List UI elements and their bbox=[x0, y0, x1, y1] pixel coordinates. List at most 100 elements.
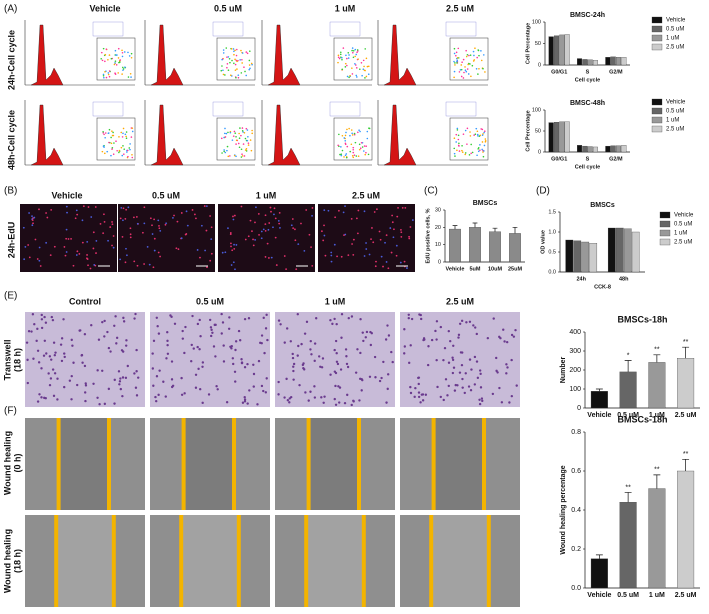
cell-dot bbox=[82, 205, 85, 208]
cell-dot bbox=[115, 336, 119, 340]
cell-dot bbox=[133, 372, 136, 375]
cell-dot bbox=[411, 219, 414, 221]
cell-dot bbox=[125, 247, 127, 250]
cell-dot bbox=[387, 334, 391, 337]
wound-gap bbox=[56, 515, 114, 607]
x-tick-label: G0/G1 bbox=[551, 156, 567, 162]
cell-dot bbox=[252, 372, 256, 376]
scatter-dot bbox=[229, 74, 232, 77]
cell-dot bbox=[152, 339, 156, 343]
scatter-dot bbox=[108, 70, 111, 72]
cell-dot bbox=[216, 388, 219, 391]
cell-dot bbox=[234, 348, 237, 352]
scatter-dot bbox=[223, 132, 226, 135]
cell-dot bbox=[426, 363, 430, 367]
scatter-dot bbox=[234, 63, 237, 66]
scatter-dot bbox=[469, 135, 472, 137]
scatter-dot bbox=[122, 68, 125, 70]
cell-dot bbox=[346, 365, 350, 369]
cell-dot bbox=[164, 223, 167, 226]
scatter-dot bbox=[473, 54, 475, 57]
scatter-box bbox=[96, 117, 136, 161]
scatter-dot bbox=[224, 74, 226, 76]
cell-dot bbox=[420, 393, 424, 396]
scatter-dot bbox=[343, 137, 346, 139]
cell-dot bbox=[135, 370, 138, 373]
cell-dot bbox=[263, 351, 266, 355]
panel-label: (F) bbox=[4, 406, 17, 417]
scatter-dot bbox=[224, 127, 226, 130]
legend-swatch bbox=[659, 211, 671, 219]
cell-dot bbox=[500, 401, 504, 404]
cell-dot bbox=[424, 393, 428, 396]
cell-dot bbox=[85, 257, 88, 260]
cell-dot bbox=[129, 233, 132, 236]
cell-dot bbox=[277, 380, 280, 384]
scatter-dot bbox=[125, 135, 127, 138]
scatter-dot bbox=[222, 69, 224, 72]
cell-dot bbox=[340, 336, 343, 339]
scatter-dot bbox=[465, 70, 468, 73]
scatter-dot bbox=[348, 127, 350, 130]
cell-dot bbox=[126, 254, 128, 257]
scatter-dot bbox=[468, 154, 471, 156]
scatter-dot bbox=[471, 64, 474, 67]
scatter-dot bbox=[456, 62, 458, 64]
cell-dot bbox=[400, 228, 402, 231]
cell-dot bbox=[305, 209, 308, 211]
cell-dot bbox=[258, 233, 260, 236]
cell-dot bbox=[333, 243, 336, 246]
wound-edge bbox=[361, 515, 366, 607]
cell-dot bbox=[27, 330, 31, 333]
scatter-dot bbox=[110, 142, 113, 145]
scatter-dot bbox=[472, 50, 475, 53]
scatter-dot bbox=[341, 149, 344, 152]
scatter-dot bbox=[221, 58, 223, 61]
cell-dot bbox=[286, 399, 290, 402]
x-tick-label: 0.5 uM bbox=[617, 412, 639, 419]
cell-dot bbox=[407, 313, 410, 317]
cell-dot bbox=[264, 256, 267, 258]
x-tick-label: Vehicle bbox=[587, 412, 611, 419]
y-tick-label: 0.0 bbox=[548, 269, 556, 275]
scatter-dot bbox=[131, 154, 133, 156]
x-tick-label: 0.5 uM bbox=[617, 592, 639, 599]
cell-dot bbox=[344, 233, 347, 236]
cell-dot bbox=[457, 333, 461, 337]
scatter-dot bbox=[343, 156, 345, 158]
scatter-dot bbox=[346, 57, 348, 60]
cell-dot bbox=[368, 253, 371, 256]
cell-dot bbox=[76, 213, 79, 216]
cell-dot bbox=[372, 241, 375, 244]
bar bbox=[590, 558, 608, 589]
cell-dot bbox=[87, 264, 89, 267]
cell-dot bbox=[358, 377, 362, 381]
cell-dot bbox=[435, 320, 439, 323]
cell-dot bbox=[209, 259, 212, 262]
cell-dot bbox=[96, 396, 99, 400]
scatter-dot bbox=[106, 150, 109, 153]
cell-dot bbox=[246, 362, 249, 366]
scatter-dot bbox=[129, 73, 132, 75]
row-header: 48h-Cell cycle bbox=[6, 110, 16, 170]
legend-swatch bbox=[651, 125, 663, 133]
cell-dot bbox=[417, 391, 421, 394]
scatter-dot bbox=[130, 52, 133, 55]
cell-dot bbox=[346, 393, 349, 397]
cell-dot bbox=[361, 331, 364, 334]
scatter-dot bbox=[104, 136, 106, 139]
scatter-dot bbox=[474, 47, 476, 50]
scatter-dot bbox=[355, 74, 358, 77]
scatter-dot bbox=[230, 48, 233, 50]
scatter-dot bbox=[126, 149, 129, 152]
x-tick-label: 1 uM bbox=[649, 592, 665, 599]
legend-label: 1 uM bbox=[666, 118, 679, 124]
scatter-dot bbox=[118, 136, 120, 138]
cell-dot bbox=[96, 369, 99, 372]
cell-dot bbox=[71, 344, 74, 347]
cell-dot bbox=[350, 315, 354, 318]
transwell-image bbox=[150, 312, 270, 407]
scatter-dot bbox=[484, 138, 487, 140]
cell-dot bbox=[40, 318, 44, 321]
legend-swatch bbox=[651, 107, 663, 115]
